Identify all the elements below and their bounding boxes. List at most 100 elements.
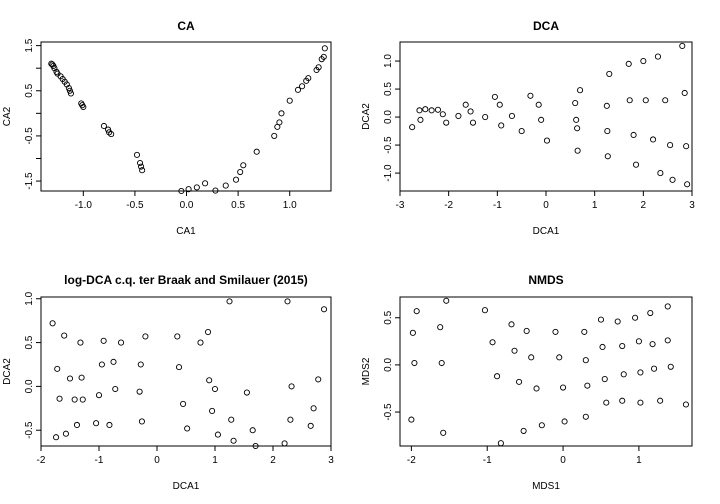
- data-point: [233, 176, 240, 183]
- data-point: [637, 369, 644, 376]
- data-point: [642, 97, 649, 104]
- data-point: [467, 108, 474, 115]
- data-point: [614, 318, 621, 325]
- data-point: [204, 329, 212, 336]
- data-point: [61, 332, 68, 339]
- panel-3: log-DCA c.q. ter Braak and Smilauer (201…: [2, 273, 334, 492]
- data-point: [53, 434, 60, 441]
- data-point: [142, 333, 149, 340]
- data-point: [409, 124, 416, 131]
- data-point: [597, 316, 605, 323]
- data-point: [443, 297, 450, 304]
- data-point: [240, 162, 247, 169]
- data-point: [409, 329, 416, 336]
- data-point: [288, 383, 295, 390]
- y-tick-label: 1.0: [383, 54, 394, 68]
- y-axis-label: DCA2: [361, 103, 372, 130]
- y-tick-label: 0.0: [383, 110, 394, 124]
- data-point: [523, 327, 530, 334]
- data-point: [604, 128, 611, 135]
- y-tick-label: 0.5: [24, 83, 35, 97]
- data-point: [481, 307, 488, 314]
- plot-frame: [40, 296, 332, 447]
- data-point: [237, 168, 244, 176]
- data-point: [214, 431, 221, 438]
- data-point: [100, 122, 108, 130]
- data-point: [100, 337, 107, 344]
- data-point: [620, 371, 627, 378]
- data-point: [538, 422, 545, 429]
- data-point: [315, 376, 322, 383]
- data-point: [49, 320, 56, 327]
- data-point: [226, 298, 233, 305]
- data-point: [439, 111, 446, 118]
- y-tick-label: 0.0: [383, 358, 394, 372]
- data-point: [287, 416, 294, 423]
- y-tick-label: -1.5: [24, 172, 35, 190]
- data-point: [469, 119, 477, 126]
- data-point: [664, 303, 671, 310]
- data-point: [310, 405, 317, 412]
- data-point: [533, 385, 540, 392]
- data-point: [626, 97, 633, 104]
- y-axis-label: MDS2: [361, 357, 372, 385]
- data-point: [455, 112, 462, 119]
- data-point: [299, 83, 306, 90]
- data-point: [603, 399, 610, 406]
- data-point: [108, 131, 115, 138]
- data-point: [320, 306, 328, 313]
- data-point: [281, 440, 288, 447]
- data-point: [305, 75, 312, 82]
- data-point: [682, 401, 689, 408]
- data-point: [527, 92, 534, 99]
- x-tick-label: 1: [212, 455, 218, 466]
- data-point: [193, 184, 200, 191]
- data-point: [679, 42, 686, 49]
- y-tick-label: 0.0: [24, 379, 35, 393]
- data-point: [654, 53, 661, 60]
- data-point: [110, 358, 117, 365]
- data-point: [137, 361, 144, 368]
- data-point: [657, 397, 664, 404]
- data-point: [498, 122, 505, 129]
- data-point: [230, 437, 237, 444]
- x-tick-label: -1: [95, 455, 104, 466]
- data-point: [560, 384, 567, 391]
- data-point: [625, 60, 632, 67]
- x-tick-label: 2: [641, 200, 647, 211]
- data-point: [117, 339, 125, 346]
- data-point: [438, 359, 445, 367]
- y-tick-label: 1.5: [24, 38, 35, 52]
- data-point: [669, 176, 676, 183]
- data-point: [604, 153, 611, 160]
- data-point: [681, 89, 688, 97]
- data-point: [511, 347, 518, 354]
- data-point: [286, 97, 293, 104]
- data-point: [222, 182, 229, 189]
- data-point: [662, 97, 669, 104]
- data-point: [497, 440, 504, 447]
- y-tick-label: 0.5: [383, 82, 394, 96]
- data-point: [649, 341, 656, 348]
- data-point: [136, 388, 143, 395]
- x-tick-label: 3: [328, 455, 334, 466]
- y-tick-label: 0.5: [24, 335, 35, 349]
- data-point: [138, 163, 145, 170]
- data-point: [80, 103, 87, 111]
- data-point: [56, 395, 63, 402]
- data-point: [137, 159, 144, 167]
- y-tick-label: -0.5: [383, 136, 394, 154]
- data-point: [647, 309, 654, 317]
- data-point: [632, 161, 640, 168]
- data-point: [496, 101, 503, 108]
- x-axis-label: MDS1: [532, 481, 560, 492]
- x-tick-label: 1: [636, 455, 642, 466]
- data-point: [243, 389, 250, 396]
- data-point: [212, 187, 219, 194]
- y-tick-label: 0.5: [383, 310, 394, 324]
- data-point: [640, 57, 647, 65]
- data-point: [606, 70, 613, 77]
- data-point: [635, 338, 642, 345]
- data-point: [284, 298, 291, 305]
- x-axis-label: CA1: [176, 226, 196, 237]
